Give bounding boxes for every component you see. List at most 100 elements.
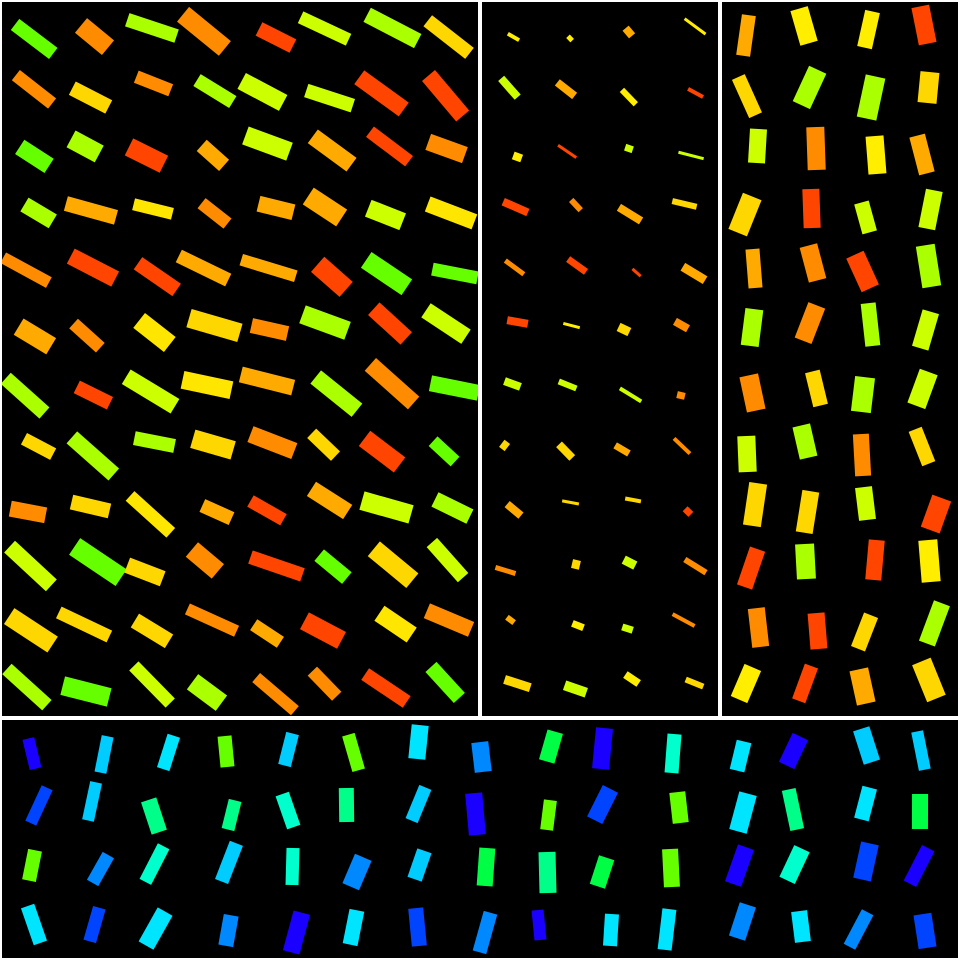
- stick: [802, 188, 821, 229]
- stick: [239, 253, 298, 283]
- stick: [430, 262, 478, 284]
- stick: [363, 7, 422, 48]
- stick: [680, 262, 708, 284]
- stick: [68, 81, 112, 114]
- stick: [589, 854, 614, 889]
- stick: [736, 546, 765, 590]
- stick: [865, 539, 885, 582]
- stick: [12, 70, 57, 110]
- stick: [555, 79, 578, 99]
- stick: [360, 668, 410, 708]
- stick: [855, 486, 876, 522]
- stick: [908, 133, 935, 176]
- stick: [507, 31, 521, 42]
- stick: [501, 198, 530, 217]
- stick: [367, 302, 412, 345]
- stick: [587, 784, 619, 824]
- stick: [81, 781, 103, 823]
- stick: [624, 496, 642, 505]
- stick: [779, 732, 809, 769]
- stick: [664, 733, 682, 774]
- stick: [177, 6, 232, 56]
- stick: [66, 248, 119, 287]
- stick: [86, 851, 114, 886]
- stick: [792, 65, 827, 110]
- stick: [121, 369, 180, 414]
- stick: [903, 844, 935, 887]
- stick: [310, 370, 363, 417]
- stick: [911, 4, 937, 46]
- stick: [686, 87, 705, 100]
- stick: [186, 308, 243, 342]
- stick: [745, 248, 763, 289]
- stick: [22, 736, 43, 771]
- stick: [794, 302, 825, 344]
- stick: [494, 565, 516, 577]
- stick: [2, 664, 52, 711]
- stick: [306, 428, 340, 462]
- stick: [616, 322, 632, 337]
- stick: [505, 614, 517, 626]
- stick: [4, 608, 59, 653]
- stick: [621, 555, 637, 570]
- stick: [424, 661, 465, 704]
- stick: [125, 13, 179, 43]
- stick: [8, 500, 47, 523]
- stick: [133, 256, 181, 296]
- stick: [678, 151, 705, 161]
- stick: [915, 243, 942, 289]
- stick: [503, 258, 526, 277]
- stick: [531, 909, 547, 941]
- panel-bottom: [2, 720, 958, 958]
- stick: [853, 785, 877, 822]
- stick: [74, 380, 114, 410]
- stick: [619, 87, 638, 107]
- stick: [237, 73, 288, 111]
- stick: [156, 733, 181, 772]
- stick: [94, 734, 114, 774]
- stick: [342, 908, 365, 947]
- stick: [792, 423, 818, 461]
- stick: [846, 250, 879, 292]
- stick: [907, 369, 939, 410]
- stick: [623, 671, 642, 687]
- stick: [275, 791, 301, 830]
- stick: [407, 907, 427, 947]
- stick: [431, 491, 474, 524]
- stick: [300, 612, 346, 650]
- stick: [539, 799, 557, 832]
- stick: [2, 251, 52, 288]
- stick: [850, 612, 879, 652]
- stick: [69, 494, 111, 519]
- stick: [124, 558, 166, 587]
- stick: [805, 370, 828, 408]
- stick: [313, 549, 352, 585]
- stick: [125, 138, 169, 173]
- stick: [307, 666, 342, 702]
- stick: [566, 35, 575, 44]
- stick: [472, 911, 498, 955]
- stick: [311, 257, 354, 298]
- stick: [743, 481, 767, 528]
- stick: [241, 126, 292, 161]
- stick: [562, 321, 580, 329]
- stick: [22, 848, 43, 883]
- stick: [621, 624, 634, 635]
- stick: [850, 375, 875, 413]
- stick: [631, 268, 642, 278]
- stick: [358, 430, 406, 473]
- stick: [338, 787, 355, 823]
- stick: [669, 791, 689, 824]
- stick: [671, 198, 698, 210]
- stick: [69, 537, 127, 586]
- stick: [556, 144, 578, 160]
- stick: [795, 489, 820, 535]
- stick: [342, 853, 372, 890]
- stick: [912, 657, 946, 703]
- stick: [10, 18, 58, 60]
- stick: [748, 128, 768, 163]
- stick: [126, 491, 176, 538]
- stick: [498, 76, 521, 101]
- stick: [860, 302, 881, 348]
- stick: [21, 433, 57, 461]
